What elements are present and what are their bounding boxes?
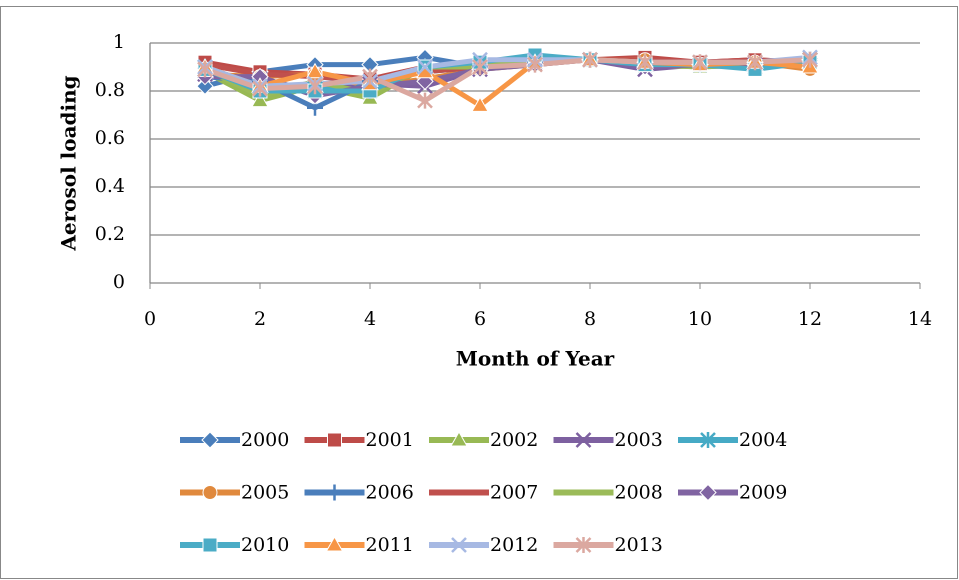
legend-label: 2008 — [615, 482, 663, 504]
y-tick-label: 0.2 — [95, 223, 125, 245]
legend-label: 2006 — [366, 482, 414, 504]
y-tick-label: 0.4 — [95, 175, 125, 197]
legend-label: 2007 — [490, 482, 538, 504]
x-tick-label: 6 — [474, 308, 486, 330]
legend-label: 2001 — [366, 429, 414, 451]
legend-label: 2012 — [490, 534, 538, 556]
x-tick-label: 4 — [364, 308, 376, 330]
legend-item: 2009 — [678, 482, 787, 504]
legend-label: 2005 — [241, 482, 289, 504]
marker — [527, 56, 543, 73]
y-tick-label: 1 — [113, 31, 125, 53]
y-axis-title: Aerosol loading — [57, 75, 81, 251]
legend-label: 2002 — [490, 429, 538, 451]
marker — [326, 484, 343, 501]
x-tick-label: 0 — [144, 308, 156, 330]
marker — [575, 432, 592, 448]
marker — [747, 54, 763, 71]
marker — [202, 485, 218, 500]
legend-label: 2013 — [615, 534, 663, 556]
marker — [451, 537, 467, 553]
marker — [802, 51, 818, 68]
legend-item: 2001 — [304, 429, 414, 451]
marker — [450, 430, 468, 447]
x-tick-label: 12 — [798, 308, 822, 330]
legend-label: 2003 — [615, 429, 663, 451]
marker — [362, 68, 378, 85]
y-tick-label: 0.8 — [95, 79, 125, 101]
y-tick-label: 0.6 — [95, 127, 125, 149]
marker — [417, 59, 433, 75]
marker — [327, 432, 342, 448]
x-tick-label: 8 — [584, 308, 596, 330]
legend-item: 2010 — [180, 534, 289, 556]
legend-item: 2005 — [180, 482, 289, 504]
marker — [306, 62, 324, 79]
legend-item: 2007 — [429, 482, 538, 504]
marker — [251, 91, 269, 108]
marker — [575, 537, 592, 553]
legend-item: 2013 — [553, 534, 663, 556]
marker — [325, 535, 344, 552]
marker — [472, 59, 488, 75]
x-tick-label: 14 — [908, 308, 932, 330]
marker — [699, 483, 717, 502]
marker — [700, 432, 716, 448]
x-tick-label: 10 — [688, 308, 712, 330]
legend-item: 2002 — [429, 429, 538, 451]
legend-label: 2004 — [739, 429, 787, 451]
marker — [637, 54, 653, 71]
legend-item: 2012 — [429, 534, 538, 556]
marker — [252, 80, 268, 97]
marker — [692, 54, 708, 71]
marker — [196, 77, 214, 95]
x-tick-label: 2 — [254, 308, 266, 330]
legend-label: 2010 — [241, 534, 289, 556]
marker — [417, 92, 433, 109]
legend-item: 2006 — [304, 482, 414, 504]
legend-item: 2011 — [304, 534, 414, 556]
legend-item: 2003 — [553, 429, 663, 451]
series-line — [202, 57, 813, 104]
marker — [471, 96, 489, 112]
marker — [197, 61, 213, 78]
marker — [202, 537, 218, 553]
legend-item: 2000 — [180, 429, 289, 451]
legend-label: 2000 — [241, 429, 289, 451]
y-tick-label: 0 — [113, 271, 125, 293]
marker — [201, 431, 219, 449]
legend-item: 2008 — [553, 482, 663, 504]
legend-label: 2011 — [366, 534, 414, 556]
marker — [307, 78, 323, 95]
marker — [582, 51, 598, 68]
legend-item: 2004 — [678, 429, 787, 451]
legend-label: 2009 — [739, 482, 787, 504]
x-axis-title: Month of Year — [456, 347, 615, 371]
